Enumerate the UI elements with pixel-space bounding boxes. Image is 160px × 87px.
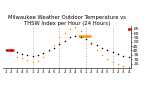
Point	[31, 61, 34, 62]
Point	[106, 49, 108, 50]
Point	[74, 26, 76, 28]
Point	[37, 60, 39, 62]
Point	[111, 52, 114, 53]
Title: Milwaukee Weather Outdoor Temperature vs THSW Index per Hour (24 Hours): Milwaukee Weather Outdoor Temperature vs…	[8, 15, 126, 26]
Point	[101, 54, 103, 56]
Point	[53, 45, 55, 46]
Point	[58, 43, 60, 44]
Point	[122, 65, 124, 67]
Point	[42, 56, 44, 57]
Point	[26, 59, 28, 61]
Point	[63, 32, 66, 34]
Point	[21, 58, 23, 59]
Point	[21, 53, 23, 55]
Point	[31, 55, 34, 56]
Point	[47, 51, 50, 52]
Point	[85, 38, 87, 40]
Point	[95, 50, 98, 51]
Point	[90, 44, 92, 45]
Point	[63, 40, 66, 42]
Point	[42, 52, 44, 54]
Point	[101, 47, 103, 49]
Point	[117, 64, 119, 65]
Point	[106, 58, 108, 60]
Point	[122, 55, 124, 56]
Point	[69, 37, 71, 38]
Point	[74, 35, 76, 36]
Point	[69, 28, 71, 29]
Point	[58, 37, 60, 38]
Point	[15, 52, 18, 53]
Point	[127, 56, 130, 57]
Point	[85, 37, 87, 38]
Point	[95, 45, 98, 46]
Point	[15, 56, 18, 57]
Point	[111, 61, 114, 62]
Point	[26, 54, 28, 56]
Point	[37, 54, 39, 56]
Point	[127, 28, 130, 29]
Point	[90, 42, 92, 43]
Point	[117, 53, 119, 55]
Point	[79, 31, 82, 32]
Point	[127, 66, 130, 68]
Point	[10, 50, 12, 51]
Point	[47, 50, 50, 51]
Point	[5, 50, 7, 51]
Point	[79, 36, 82, 37]
Point	[53, 47, 55, 49]
